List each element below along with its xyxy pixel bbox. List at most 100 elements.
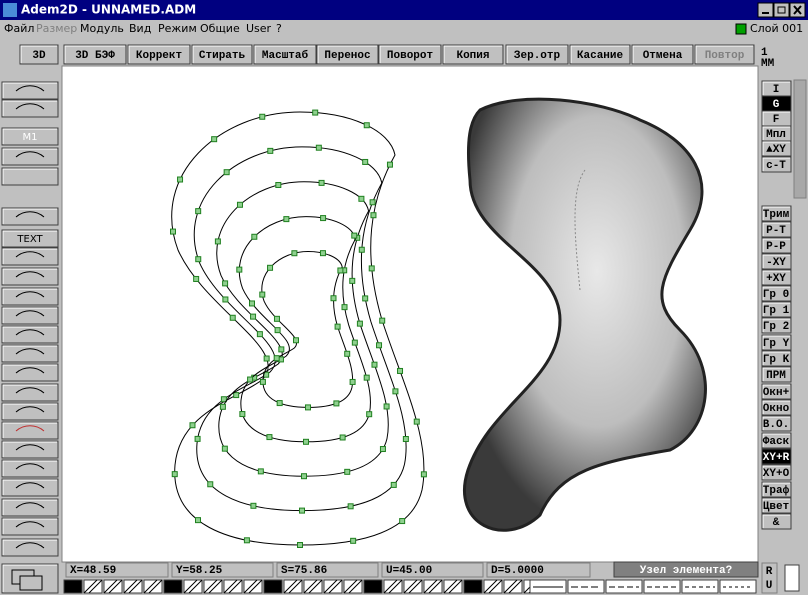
layer-label[interactable]: Слой 001 [750, 22, 803, 35]
side-label[interactable]: XY+O [763, 468, 790, 480]
toolbar-label[interactable]: Стирать [199, 50, 246, 62]
tool-button[interactable] [2, 364, 58, 381]
tool-button[interactable] [2, 499, 58, 516]
menu-item[interactable]: Режим [158, 22, 197, 35]
pattern-swatch[interactable] [224, 580, 242, 593]
side-label[interactable]: +XY [766, 273, 786, 285]
pattern-swatch[interactable] [124, 580, 142, 593]
tool-button[interactable] [2, 268, 58, 285]
menu-item[interactable]: Размер [36, 22, 77, 35]
tool-button[interactable] [2, 168, 58, 185]
pattern-swatch[interactable] [264, 580, 282, 593]
pattern-swatch[interactable] [444, 580, 462, 593]
toolbar-label[interactable]: Отмена [643, 50, 683, 62]
menu-item[interactable]: Общие [200, 22, 240, 35]
pattern-swatch[interactable] [324, 580, 342, 593]
menu-item[interactable]: Вид [129, 22, 152, 35]
menu-item[interactable]: ? [276, 22, 282, 35]
pattern-swatch[interactable] [284, 580, 302, 593]
menu-item[interactable]: User [246, 22, 272, 35]
side-label[interactable]: c-T [766, 160, 786, 172]
corner-slider[interactable] [785, 565, 799, 591]
pattern-swatch[interactable] [464, 580, 482, 593]
side-label[interactable]: Цвет [763, 501, 789, 513]
pattern-swatch[interactable] [404, 580, 422, 593]
side-label[interactable]: Мпл [766, 129, 786, 141]
tool-button[interactable] [2, 100, 58, 117]
pattern-swatch[interactable] [364, 580, 382, 593]
restore-button[interactable] [774, 3, 789, 17]
tool-button[interactable] [2, 422, 58, 439]
toolbar-label[interactable]: Перенос [324, 50, 370, 62]
pattern-swatch[interactable] [84, 580, 102, 593]
tool-button[interactable] [2, 288, 58, 305]
contour-node [230, 315, 235, 320]
minimize-button[interactable] [758, 3, 773, 17]
tool-button[interactable] [2, 441, 58, 458]
pattern-swatch[interactable] [344, 580, 362, 593]
pattern-swatch[interactable] [304, 580, 322, 593]
tool-button[interactable] [2, 307, 58, 324]
side-label[interactable]: -XY [766, 257, 786, 269]
tool-label[interactable]: TEXT [16, 234, 43, 245]
tool-button[interactable] [2, 479, 58, 496]
side-label[interactable]: Окн+ [763, 387, 790, 399]
contour-node [212, 137, 217, 142]
toolbar-label[interactable]: Поворот [387, 50, 433, 62]
side-label[interactable]: G [773, 99, 780, 111]
window-controls[interactable] [758, 3, 805, 17]
menu-item[interactable]: Модуль [80, 22, 124, 35]
side-label[interactable]: Гр 2 [763, 321, 789, 333]
side-label[interactable]: Окно [763, 403, 790, 415]
side-label[interactable]: Трим [763, 209, 790, 221]
side-label[interactable]: Гр 1 [763, 305, 790, 317]
side-label[interactable]: XY+R [763, 452, 790, 464]
toolbar-label[interactable]: 3D [32, 50, 46, 62]
tool-button[interactable] [2, 384, 58, 401]
tool-button[interactable] [2, 539, 58, 556]
scrollbar[interactable] [794, 80, 806, 198]
toolbar-label[interactable]: Масштаб [262, 49, 309, 62]
tool-button[interactable] [2, 326, 58, 343]
tool-button[interactable] [2, 460, 58, 477]
tool-button[interactable] [2, 148, 58, 165]
pattern-swatch[interactable] [244, 580, 262, 593]
pattern-swatch[interactable] [104, 580, 122, 593]
tool-button[interactable] [2, 208, 58, 225]
side-label[interactable]: Траф [763, 484, 790, 497]
side-label[interactable]: F [773, 114, 780, 126]
pattern-swatch[interactable] [484, 580, 502, 593]
side-label[interactable]: ПРМ [766, 370, 786, 382]
pattern-swatch[interactable] [384, 580, 402, 593]
tool-button[interactable] [2, 518, 58, 535]
pattern-swatch[interactable] [64, 580, 82, 593]
side-label[interactable]: P-P [766, 241, 786, 253]
side-label[interactable]: I [773, 84, 780, 96]
toolbar-label[interactable]: Коррект [136, 50, 182, 62]
side-label[interactable]: P-T [766, 225, 786, 237]
tool-button[interactable] [2, 82, 58, 99]
pattern-swatch[interactable] [504, 580, 522, 593]
side-label[interactable]: & [773, 517, 780, 529]
side-label[interactable]: В.О. [763, 419, 789, 431]
side-label[interactable]: ▲XY [766, 144, 786, 156]
pattern-swatch[interactable] [424, 580, 442, 593]
tool-button[interactable] [2, 248, 58, 265]
toolbar-label[interactable]: Копия [456, 50, 489, 62]
pattern-swatch[interactable] [144, 580, 162, 593]
side-label[interactable]: Гр K [763, 354, 790, 366]
pattern-swatch[interactable] [164, 580, 182, 593]
side-label[interactable]: Фаск [763, 436, 790, 448]
tool-button[interactable] [2, 345, 58, 362]
toolbar-label[interactable]: Повтор [705, 50, 745, 62]
side-label[interactable]: Гр 0 [763, 289, 789, 301]
pattern-swatch[interactable] [184, 580, 202, 593]
toolbar-label[interactable]: Касание [577, 50, 624, 62]
tool-button[interactable] [2, 403, 58, 420]
side-label[interactable]: Гр Y [763, 338, 790, 350]
menu-item[interactable]: Файл [4, 22, 34, 35]
tool-label[interactable]: M1 [23, 132, 38, 143]
toolbar-label[interactable]: Зер.отр [514, 50, 561, 62]
toolbar-label[interactable]: 3D БЭФ [75, 50, 115, 62]
pattern-swatch[interactable] [204, 580, 222, 593]
